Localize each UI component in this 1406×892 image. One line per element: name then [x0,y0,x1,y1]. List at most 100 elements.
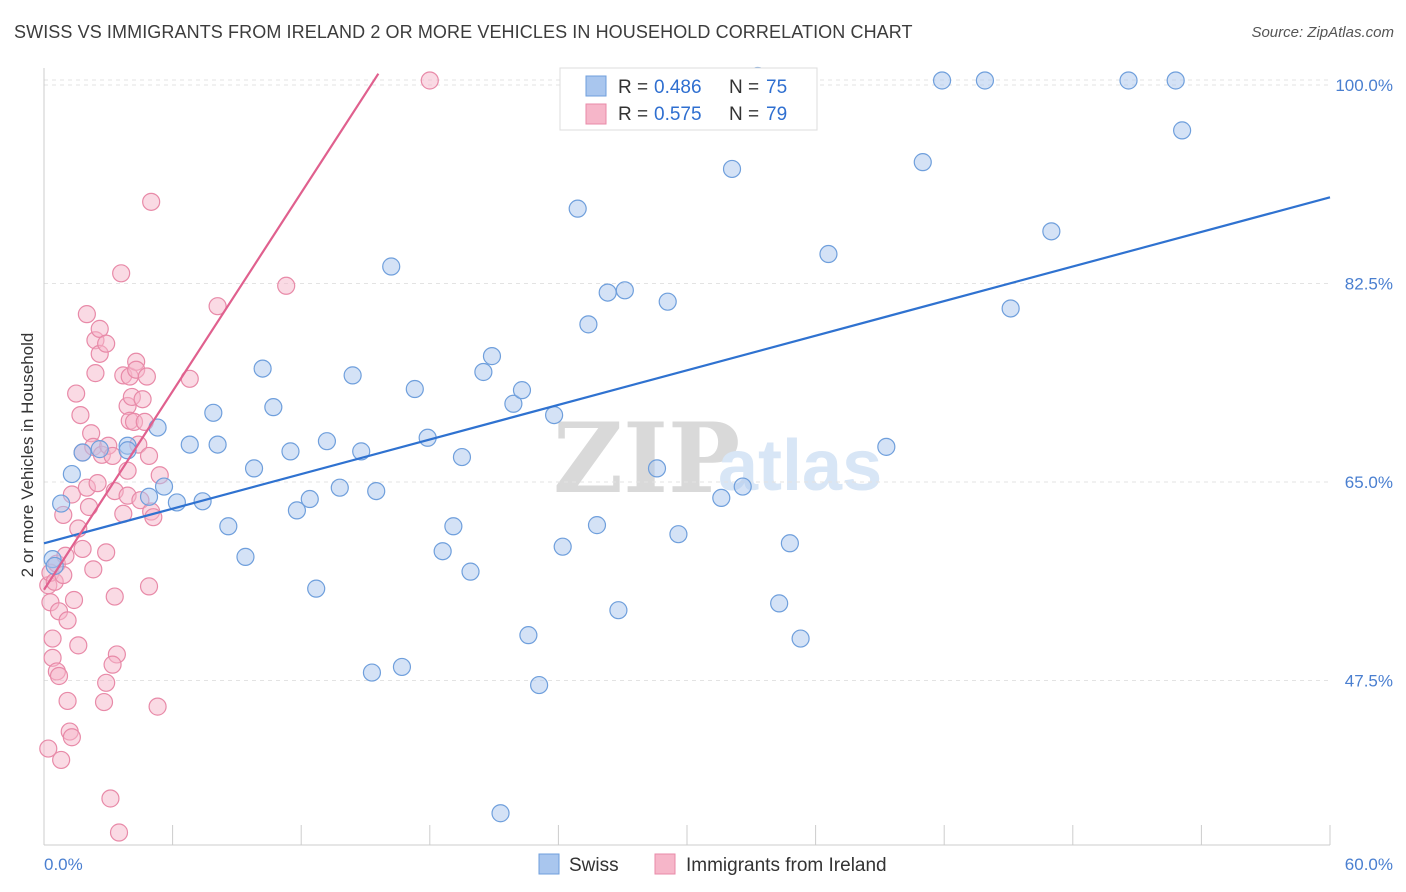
ireland-trend-line [43,73,380,591]
swiss-point [669,525,688,544]
ireland-point [86,364,105,383]
swiss-point [791,629,810,648]
swiss-point [330,478,349,497]
swiss-point [913,153,932,172]
swiss-point [1042,222,1061,241]
ireland-point [103,655,122,674]
axes [43,68,1331,846]
swiss-point [392,657,412,677]
ireland-point [133,390,152,409]
swiss-point [615,281,634,300]
x-tick-label: 0.0% [44,855,83,874]
chart-title: SWISS VS IMMIGRANTS FROM IRELAND 2 OR MO… [14,22,913,42]
swiss-point [367,481,386,501]
swiss-point [877,437,896,456]
swiss-point [609,601,628,620]
swiss-point [405,379,424,399]
swiss-point [204,403,223,422]
swiss-point [244,459,264,478]
legend-n-label-ireland: N = [729,104,759,125]
stats-legend: R = 0.486 N = 75 R = 0.575 N = 79 [559,67,818,131]
swiss-point [932,71,952,90]
ireland-point [109,823,129,842]
ireland-point [49,666,69,686]
ireland-point [58,611,77,630]
ireland-point [97,543,116,562]
swiss-point [362,663,382,682]
legend-r-label-swiss: R = [618,77,648,98]
swiss-trend-line [43,196,1331,545]
swiss-point [491,804,510,823]
swiss-point [154,477,174,496]
legend-swatch-swiss [585,75,607,97]
ireland-point [94,692,114,712]
y-tick-label: 82.5% [1345,275,1393,294]
legend-n-label-swiss: N = [729,77,759,98]
swiss-point [1173,121,1192,140]
swiss-point [317,432,337,451]
ireland-point [101,789,120,808]
ireland-point [69,636,88,655]
ireland-point [142,192,161,211]
swiss-point [975,71,995,90]
legend-swatch-ireland [585,103,607,125]
swiss-point [530,675,549,695]
x-tick-label: 60.0% [1345,855,1393,874]
ireland-point [97,334,116,353]
ireland-point [73,539,92,559]
swiss-point [519,626,538,645]
ireland-point [148,697,167,716]
ireland-point [88,474,107,493]
watermark-zip: ZIP [553,402,740,515]
trend-lines [43,73,1331,591]
swiss-point [461,562,480,581]
swiss-point [1001,299,1020,318]
legend-n-value-swiss: 75 [766,77,787,98]
ireland-point [420,71,439,90]
swiss-point [553,537,572,556]
series-legend-label-ireland: Immigrants from Ireland [686,855,887,876]
legend-r-label-ireland: R = [618,104,648,125]
swiss-point [433,542,452,561]
swiss-point [281,442,300,461]
swiss-point [722,159,742,179]
ireland-point [71,405,90,425]
legend-r-value-ireland: 0.575 [654,104,702,125]
swiss-point [770,594,789,613]
ireland-point [137,367,156,386]
source-credit: Source: ZipAtlas.com [1251,24,1394,41]
swiss-point [264,398,283,417]
grid-lines [44,79,1330,682]
ireland-point [139,577,159,596]
x-tick-labels: 0.0% 60.0% [44,855,1393,874]
swiss-point [504,394,523,413]
ireland-point [84,560,103,579]
ireland-point [139,446,159,466]
swiss-point [780,534,799,553]
series-legend-label-swiss: Swiss [569,855,619,876]
legend-r-value-swiss: 0.486 [654,77,702,98]
swiss-point [444,517,463,536]
y-tick-label: 47.5% [1345,672,1393,691]
swiss-point [90,440,109,459]
ireland-point [62,728,81,747]
ireland-point [39,739,58,758]
swiss-point [300,489,319,509]
ireland-point [277,276,296,295]
swiss-point [474,362,493,382]
swiss-point [307,579,326,598]
ireland-point [105,587,124,606]
swiss-point [287,501,307,520]
swiss-point [733,477,752,496]
swiss-point [73,443,92,462]
swiss-point [598,283,617,302]
series-legend: Swiss Immigrants from Ireland [538,853,887,876]
swiss-point [712,488,731,508]
ireland-point [97,673,116,692]
swiss-point [579,315,598,334]
swiss-point [647,459,667,478]
swiss-point [587,516,607,535]
series-legend-swatch-ireland [654,853,676,875]
ireland-point [77,305,96,324]
